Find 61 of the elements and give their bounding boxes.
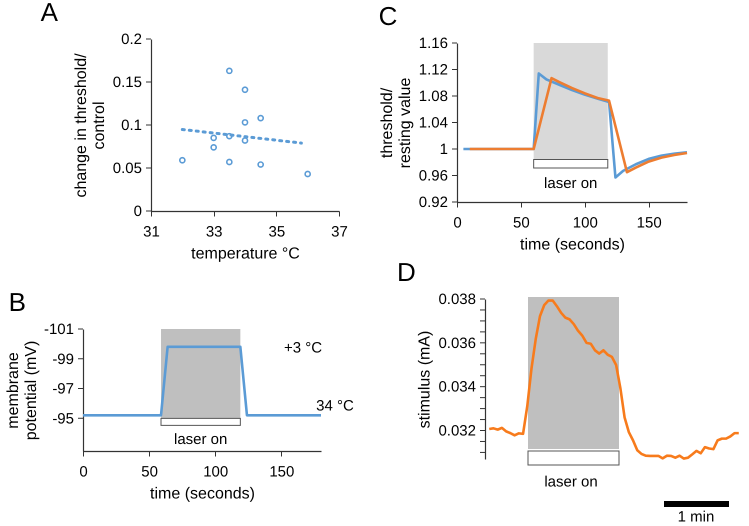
x-axis-title: temperature °C [191, 246, 300, 262]
point [242, 119, 248, 126]
point [242, 137, 248, 144]
x-axis-title: time (seconds) [150, 486, 255, 502]
chart-title: D [397, 257, 416, 287]
x-axis-title: time (seconds) [520, 236, 625, 254]
y-tick-label: 0.032 [438, 422, 476, 440]
point [304, 170, 312, 178]
y-axis-title: threshold/ resting value [379, 78, 414, 168]
y-tick-label: 0.1 [121, 117, 142, 134]
y-tick-label: 0.15 [112, 74, 142, 91]
y-tick-label: 0.038 [438, 291, 476, 308]
y-tick-label: 1.16 [418, 35, 448, 52]
y-tick-label: 1.04 [418, 114, 448, 132]
chart-title: C [378, 1, 398, 31]
point [257, 161, 264, 168]
x-tick-label: 31 [143, 224, 160, 240]
point [210, 134, 218, 142]
y-tick-label: 0 [134, 203, 142, 220]
y-tick-label: 1.12 [418, 62, 448, 78]
point [210, 144, 218, 151]
y-tick-label: -95 [52, 410, 74, 428]
chart-title: A [40, 0, 59, 27]
y-tick-label: 0.036 [438, 334, 476, 352]
y-tick-label: 0.96 [418, 168, 448, 184]
line-series [488, 299, 740, 460]
y-tick-label: 0.92 [418, 194, 448, 211]
band-label: laser on [544, 174, 598, 192]
y-tick-label: 0.034 [438, 378, 476, 396]
point [226, 132, 233, 140]
y-tick-label: 1.08 [418, 88, 448, 105]
point [257, 114, 264, 122]
y-tick-label: -101 [44, 321, 74, 338]
x-tick-label: 37 [331, 224, 348, 240]
y-axis-title: membrane potential (mV) [5, 340, 40, 440]
x-tick-label: 100 [572, 214, 598, 232]
x-tick-label: 50 [513, 214, 530, 232]
point [242, 86, 248, 94]
x-tick-label: 33 [206, 224, 223, 240]
chart-title: B [8, 287, 26, 317]
annotation: +3 °C [284, 340, 322, 356]
y-tick-label: 0.05 [112, 160, 142, 177]
x-tick-label: 35 [268, 224, 286, 240]
y-tick-label: 0.2 [121, 31, 142, 48]
y-tick-label: 1 [440, 141, 448, 158]
point [226, 158, 233, 166]
band-label: laser on [174, 430, 228, 448]
point [226, 67, 233, 74]
x-tick-label: 150 [269, 464, 294, 480]
text: laser on [544, 474, 598, 490]
text: 1 min [678, 508, 714, 526]
x-tick-label: 0 [79, 464, 88, 480]
annotation: 34 °C [316, 398, 354, 414]
x-tick-label: 150 [636, 214, 662, 232]
y-axis-title: change in threshold/ control [73, 52, 108, 198]
y-tick-label: -97 [52, 380, 74, 398]
y-tick-label: -99 [52, 350, 74, 368]
x-tick-label: 100 [203, 464, 228, 480]
y-axis-title: stimulus (mA) [416, 330, 434, 428]
x-tick-label: 50 [141, 464, 158, 480]
point [178, 156, 186, 164]
